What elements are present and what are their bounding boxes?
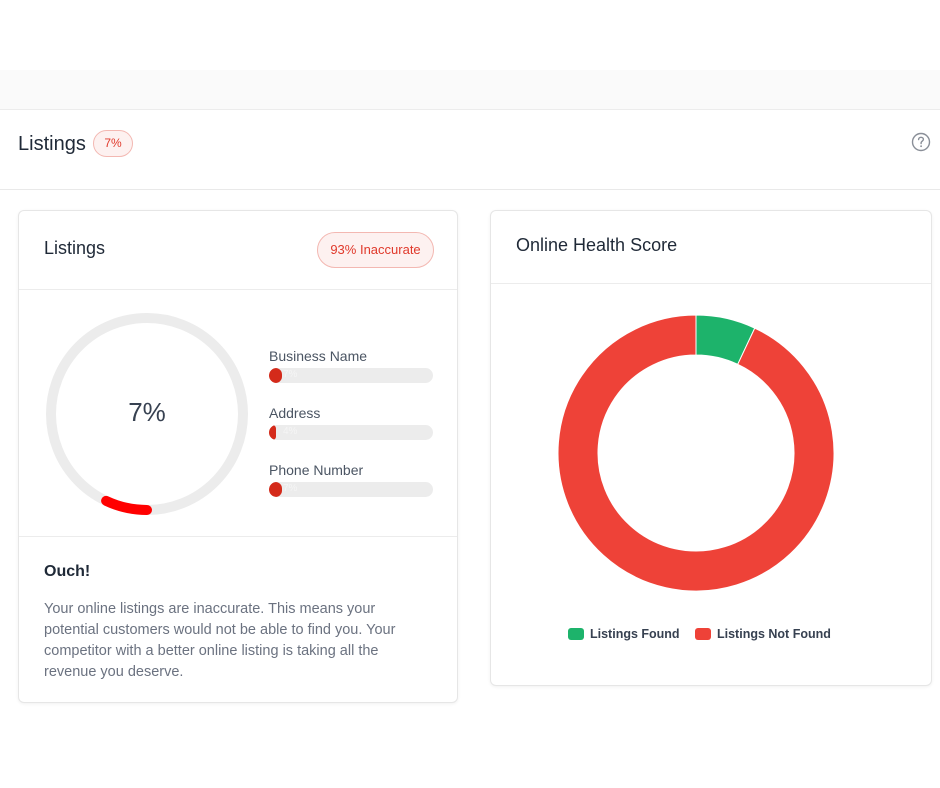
legend-label: Listings Found xyxy=(590,627,680,641)
health-card-header: Online Health Score xyxy=(491,211,931,284)
question-circle-icon[interactable] xyxy=(911,132,931,152)
metric-value: 7% xyxy=(283,483,298,494)
section-title: Listings xyxy=(18,133,86,155)
gauge-value: 7% xyxy=(128,397,166,427)
listings-card-title: Listings xyxy=(44,238,106,258)
top-strip xyxy=(0,70,940,110)
metric-phone-number: Phone Number 7% xyxy=(269,462,433,497)
gauge-arc xyxy=(101,495,152,515)
donut-slice-listings-not-found[interactable] xyxy=(557,314,835,592)
listings-card: Listings 93% Inaccurate 7% Business Name… xyxy=(18,210,458,703)
chart-legend: Listings Found Listings Not Found xyxy=(491,626,931,646)
legend-swatch xyxy=(568,628,584,640)
metric-address: Address 4% xyxy=(269,405,433,440)
section-score-badge: 7% xyxy=(93,130,133,157)
divider xyxy=(19,536,457,537)
ouch-description: Your online listings are inaccurate. Thi… xyxy=(44,601,396,680)
metric-business-name: Business Name 7% xyxy=(269,348,433,383)
metric-bar: 7% xyxy=(269,482,433,497)
metric-bar: 4% xyxy=(269,425,433,440)
metric-label: Business Name xyxy=(269,348,368,364)
metric-label: Address xyxy=(269,405,321,421)
ouch-title: Ouch! xyxy=(44,563,91,580)
metric-label: Phone Number xyxy=(269,462,364,478)
inaccurate-badge: 93% Inaccurate xyxy=(317,232,434,268)
legend-label: Listings Not Found xyxy=(717,627,831,641)
metric-bar-fill xyxy=(269,482,282,497)
health-card-title: Online Health Score xyxy=(516,235,678,255)
accuracy-gauge: 7% xyxy=(42,309,252,519)
metric-bar: 7% xyxy=(269,368,433,383)
metric-bar-fill xyxy=(269,425,276,440)
legend-swatch xyxy=(695,628,711,640)
health-score-card: Online Health Score Listings Found Listi… xyxy=(490,210,932,686)
metric-bar-fill xyxy=(269,368,282,383)
health-donut-chart xyxy=(557,314,835,592)
section-header: Listings 7% xyxy=(0,110,940,190)
metric-value: 7% xyxy=(283,369,298,380)
metric-value: 4% xyxy=(283,426,298,437)
listings-card-header: Listings 93% Inaccurate xyxy=(19,211,457,290)
